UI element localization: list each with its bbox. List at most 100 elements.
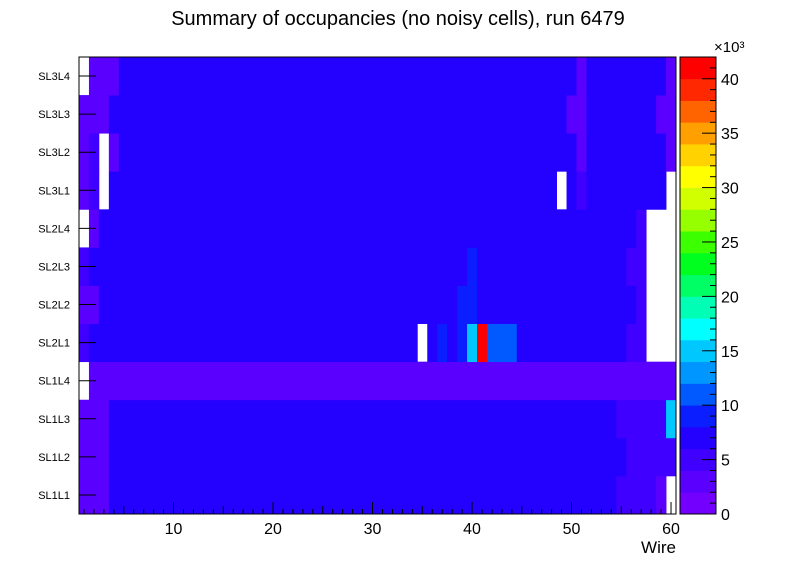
color-scale-band <box>680 470 716 493</box>
plot-border <box>78 56 677 515</box>
x-axis: 10 20 30 40 50 60 <box>83 502 680 538</box>
x-tick-label: 60 <box>662 521 680 538</box>
color-scale-band <box>680 274 716 297</box>
x-axis-label: Wire <box>641 538 676 557</box>
heatmap-cell <box>477 285 637 324</box>
heatmap-cell <box>616 475 657 515</box>
heatmap-cell <box>636 285 647 324</box>
color-scale-tick-label: 10 <box>721 398 739 415</box>
heatmap-cell <box>666 133 677 172</box>
color-scale-tick-label: 0 <box>721 507 730 524</box>
x-tick-label: 20 <box>264 521 282 538</box>
chart-title: Summary of occupancies (no noisy cells),… <box>171 8 625 30</box>
heatmap-cell <box>108 95 567 134</box>
y-tick-label: SL1L1 <box>38 490 70 502</box>
heatmap-cell <box>586 133 667 172</box>
color-scale-tick-label: 5 <box>721 453 730 470</box>
heatmap-cell <box>656 95 677 134</box>
heatmap-cell <box>576 57 587 96</box>
color-scale-tick-label: 40 <box>721 72 739 89</box>
x-tick-label: 30 <box>364 521 382 538</box>
heatmap-cell <box>477 323 488 363</box>
y-tick-label: SL1L2 <box>38 452 70 464</box>
heatmap-cell <box>88 323 418 363</box>
heatmap-cell <box>666 399 677 439</box>
color-scale-band <box>680 165 716 188</box>
heatmap-cell <box>457 323 468 363</box>
color-scale-band <box>680 405 716 428</box>
color-scale-tick-label: 25 <box>721 235 739 252</box>
heatmap-cell <box>477 247 627 286</box>
y-tick-label: SL3L1 <box>38 185 70 197</box>
color-scale-band <box>680 361 716 384</box>
heatmap-cell <box>88 247 468 286</box>
heatmap-cell <box>586 57 667 96</box>
color-scale-tick-label: 15 <box>721 344 739 361</box>
heatmap-cell <box>457 285 478 324</box>
heatmap-cell <box>118 57 577 96</box>
color-scale-band <box>680 57 716 80</box>
color-scale-tick-label: 30 <box>721 181 739 198</box>
y-tick-label: SL3L3 <box>38 109 70 121</box>
heatmap-cell <box>576 133 587 172</box>
heatmap-cell <box>427 323 438 363</box>
y-tick-label: SL1L4 <box>38 376 70 388</box>
color-scale-band <box>680 144 716 167</box>
color-scale-band <box>680 252 716 276</box>
heatmap-cell <box>108 399 617 439</box>
heatmap-cell <box>586 171 667 210</box>
heatmap-cell <box>437 323 448 363</box>
x-tick-label: 40 <box>463 521 481 538</box>
x-tick-label: 10 <box>165 521 183 538</box>
color-scale-tick-label: 35 <box>721 126 739 143</box>
heatmap-cell <box>108 475 617 515</box>
y-tick-label: SL3L2 <box>38 147 70 159</box>
color-scale-tick-label: 20 <box>721 289 739 306</box>
heatmap-cells <box>79 57 677 515</box>
heatmap-cell <box>467 323 478 363</box>
heatmap-cell <box>586 95 657 134</box>
color-scale-band <box>680 339 716 363</box>
color-scale-band <box>680 231 716 254</box>
heatmap-cell <box>666 57 677 96</box>
heatmap-cell <box>636 209 647 248</box>
heatmap-cell <box>516 323 627 363</box>
color-scale-band <box>680 100 716 123</box>
heatmap-cell <box>108 437 627 477</box>
color-scale-band <box>680 448 716 471</box>
heatmap-cell <box>626 323 647 363</box>
y-tick-label: SL3L4 <box>38 71 70 83</box>
y-tick-label: SL2L1 <box>38 338 70 350</box>
color-scale-band <box>680 209 716 232</box>
heatmap-cell <box>566 171 577 210</box>
color-scale-exponent: ×10³ <box>714 39 744 56</box>
heatmap-cell <box>118 133 577 172</box>
y-tick-label: SL1L3 <box>38 414 70 426</box>
heatmap-cell <box>447 323 458 363</box>
heatmap-cell <box>566 95 587 134</box>
color-scale-band <box>680 492 716 515</box>
heatmap-cell <box>626 437 677 477</box>
heatmap-cell <box>88 361 677 401</box>
heatmap-cell <box>467 247 478 286</box>
color-scale-band <box>680 426 716 450</box>
color-scale-band <box>680 296 716 319</box>
heatmap-cell <box>486 323 518 363</box>
color-scale-band <box>680 122 716 145</box>
color-scale-band <box>680 78 716 101</box>
heatmap-cell <box>616 399 667 439</box>
y-axis: SL1L1 SL1L2 SL1L3 SL1L4 SL2L1 SL2L2 SL2L3 SL2L4… <box>38 71 96 502</box>
color-scale: 0 5 10 15 20 25 30 35 40 <box>679 56 739 524</box>
heatmap-cell <box>656 475 667 515</box>
heatmap-cell <box>98 209 637 248</box>
heatmap-cell <box>108 171 557 210</box>
heatmap-cell <box>98 285 458 324</box>
x-tick-label: 50 <box>563 521 581 538</box>
y-tick-label: SL2L3 <box>38 261 70 273</box>
heatmap-cell <box>626 247 647 286</box>
y-tick-label: SL2L4 <box>38 223 70 235</box>
color-scale-band <box>680 318 716 341</box>
y-tick-label: SL2L2 <box>38 300 70 312</box>
heatmap-cell <box>108 133 120 172</box>
